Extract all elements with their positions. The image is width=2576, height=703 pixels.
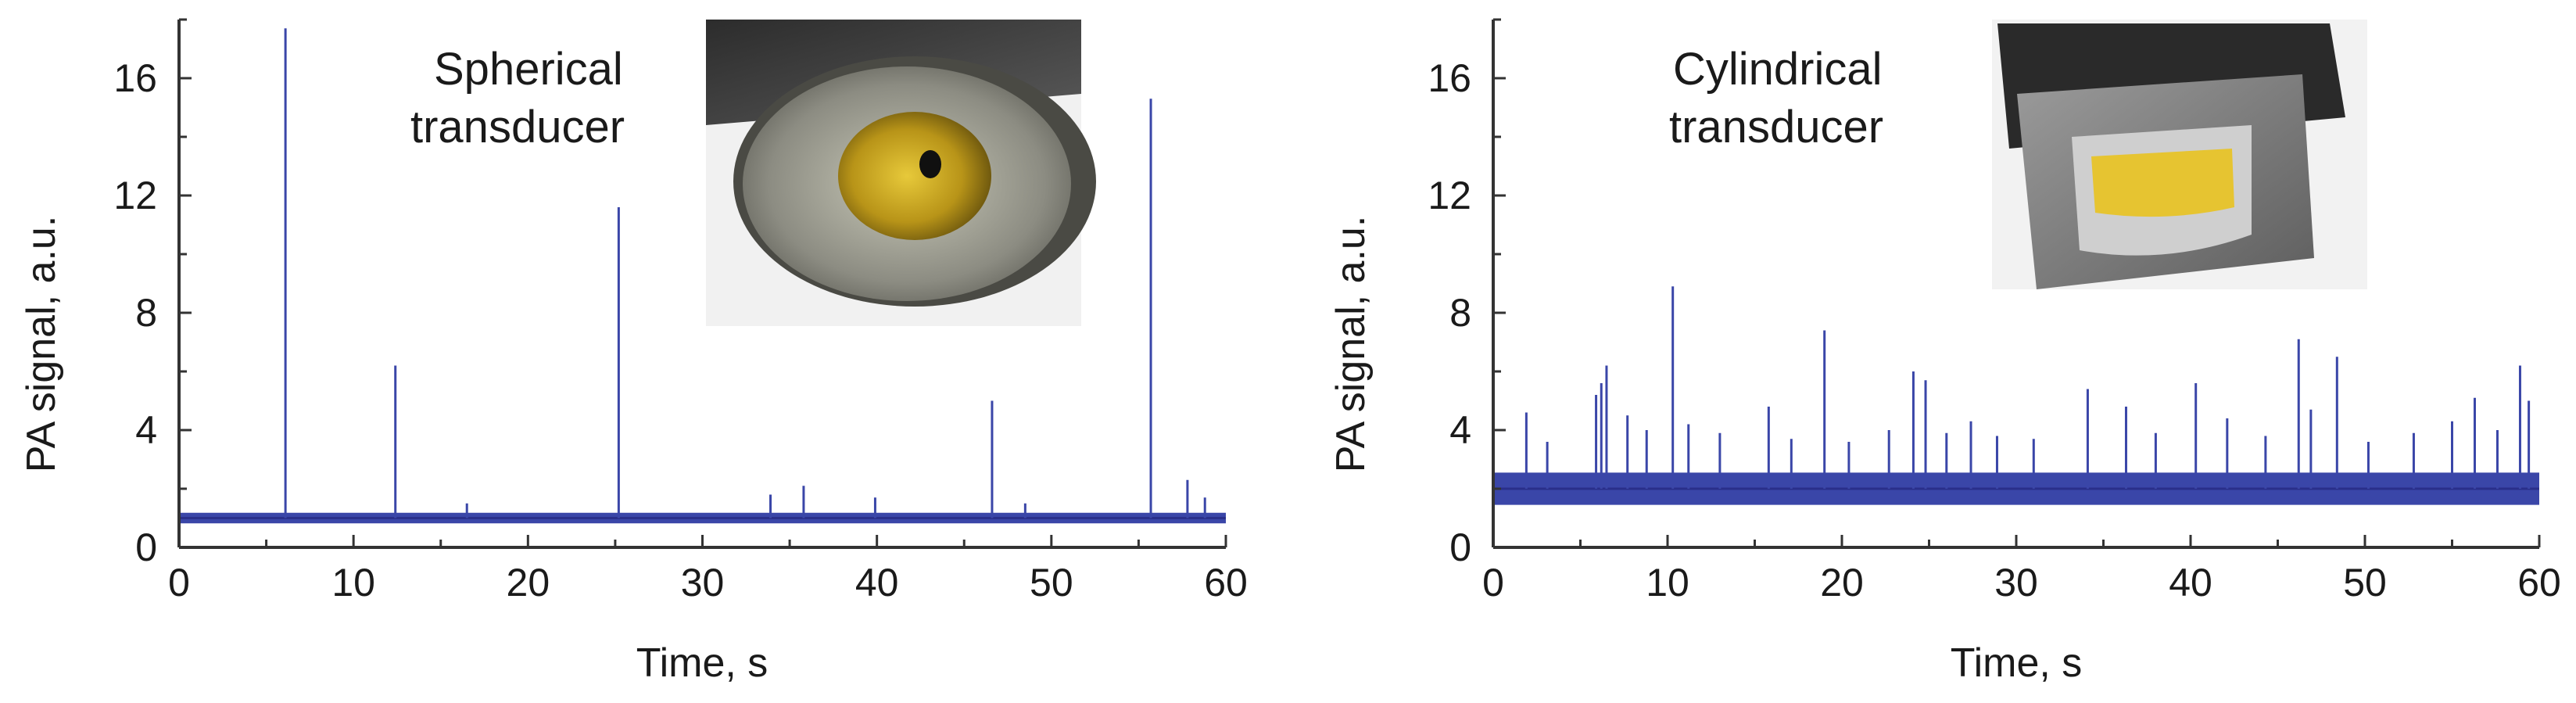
y-tick-label: 16 [1428, 56, 1471, 100]
x-ticks: 0 10 20 30 40 50 60 [1482, 535, 2561, 604]
y-tick-label: 12 [113, 174, 157, 217]
y-tick-label: 8 [1449, 291, 1471, 335]
x-tick-label: 30 [681, 561, 725, 604]
y-tick-label: 12 [1428, 174, 1471, 217]
x-axis-title: Time, s [1951, 640, 2083, 686]
x-tick-label: 50 [1030, 561, 1073, 604]
y-tick-label: 16 [113, 56, 157, 100]
y-tick-label: 0 [135, 525, 157, 569]
panel-spherical: Spherical transducer 0 4 8 12 16 0 10 20 30 40 50… [19, 18, 1248, 686]
x-ticks: 0 10 20 30 40 50 60 [168, 535, 1248, 604]
panel-title-line-1: Cylindrical [1673, 44, 1883, 95]
y-axis-title: PA signal, a.u. [19, 216, 64, 473]
panel-cylindrical: Cylindrical transducer 0 4 8 12 16 0 10 20 30 40… [1328, 18, 2561, 686]
x-tick-label: 60 [1204, 561, 1248, 604]
x-tick-label: 0 [1482, 561, 1504, 604]
x-tick-label: 40 [855, 561, 899, 604]
cylindrical-transducer-photo [1992, 20, 2367, 289]
x-axis-title: Time, s [636, 640, 769, 686]
y-tick-label: 4 [1449, 408, 1471, 452]
x-tick-label: 20 [507, 561, 550, 604]
y-tick-label: 0 [1449, 525, 1471, 569]
series-cylindrical [1493, 286, 2539, 505]
x-tick-label: 0 [168, 561, 190, 604]
spherical-transducer-photo [706, 20, 1096, 326]
x-tick-label: 10 [331, 561, 375, 604]
y-tick-label: 8 [135, 291, 157, 335]
y-ticks: 0 4 8 12 16 [1428, 18, 1506, 569]
x-tick-label: 60 [2517, 561, 2561, 604]
panel-title-line-1: Spherical [434, 44, 623, 95]
x-tick-label: 10 [1646, 561, 1689, 604]
panel-title-line-2: transducer [1669, 102, 1883, 152]
x-tick-label: 20 [1820, 561, 1864, 604]
y-tick-label: 4 [135, 408, 157, 452]
x-tick-label: 40 [2169, 561, 2212, 604]
panel-title-line-2: transducer [410, 102, 625, 152]
y-ticks: 0 4 8 12 16 [113, 18, 192, 569]
x-tick-label: 50 [2343, 561, 2387, 604]
series-spherical [179, 28, 1226, 524]
y-axis-title: PA signal, a.u. [1328, 216, 1374, 473]
x-tick-label: 30 [1994, 561, 2038, 604]
